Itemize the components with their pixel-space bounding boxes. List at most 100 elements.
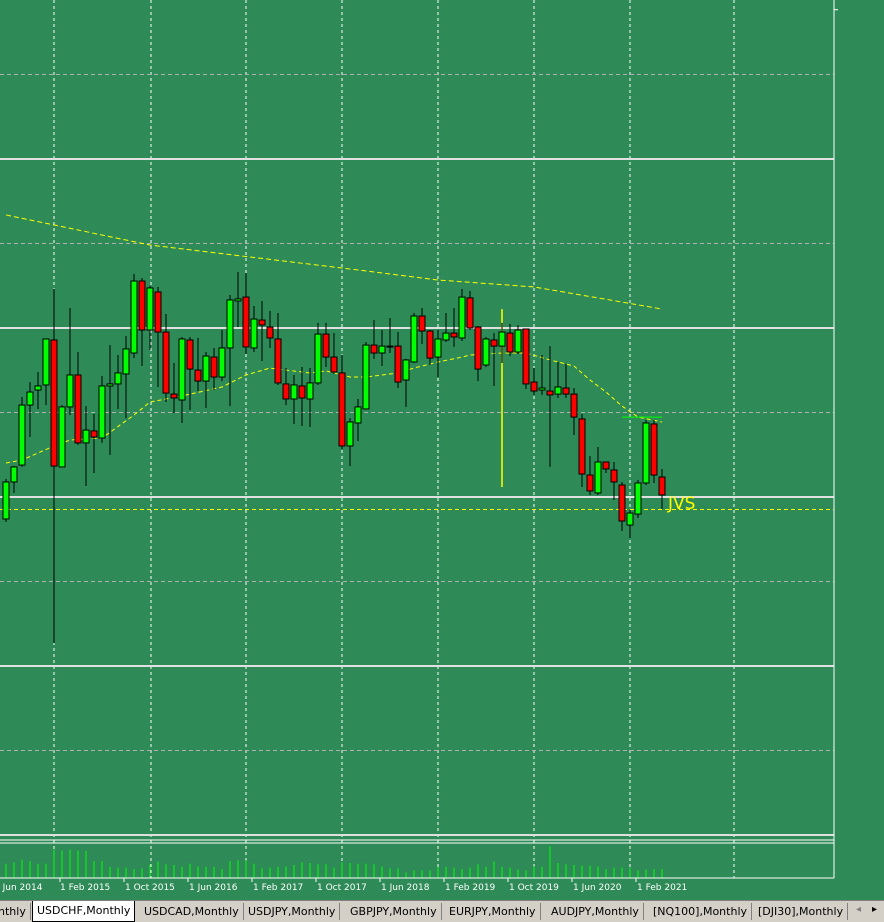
candle-body bbox=[130, 280, 138, 354]
candle bbox=[658, 468, 666, 509]
date-label: 1 Jun 2018 bbox=[381, 883, 430, 893]
tab-gbpjpy-monthly[interactable]: GBPJPY,Monthly bbox=[346, 903, 442, 920]
tab-usdjpy-monthly[interactable]: USDJPY,Monthly bbox=[244, 903, 341, 920]
candle bbox=[138, 277, 146, 367]
candle bbox=[362, 342, 370, 410]
candle bbox=[146, 285, 154, 350]
candle bbox=[130, 273, 138, 359]
candle-body bbox=[266, 326, 274, 339]
tab-usdcad-monthly[interactable]: USDCAD,Monthly bbox=[140, 903, 244, 920]
candle-body bbox=[250, 318, 258, 349]
candle-body bbox=[474, 326, 482, 370]
candle-body bbox=[338, 372, 346, 447]
candle bbox=[562, 363, 570, 398]
candle bbox=[82, 406, 90, 487]
candle-body bbox=[178, 338, 186, 401]
candle bbox=[2, 478, 10, 523]
candle-body bbox=[306, 382, 314, 400]
candle bbox=[234, 272, 242, 327]
candle-body bbox=[650, 423, 658, 476]
candle-body bbox=[634, 482, 642, 515]
candle-body bbox=[26, 391, 34, 406]
candle bbox=[186, 336, 194, 410]
tab-dji30-monthly[interactable]: [DJI30],Monthly bbox=[754, 903, 849, 920]
candle bbox=[210, 347, 218, 391]
candle bbox=[106, 345, 114, 455]
candle bbox=[498, 322, 506, 363]
candle bbox=[162, 313, 170, 403]
candle bbox=[538, 355, 546, 395]
candle-body bbox=[586, 474, 594, 492]
candle bbox=[42, 338, 50, 406]
scroll-left-icon[interactable]: ◂ bbox=[856, 904, 862, 915]
tab-audjpy-monthly[interactable]: AUDJPY,Monthly bbox=[547, 903, 644, 920]
candle bbox=[58, 405, 66, 468]
candle bbox=[474, 325, 482, 382]
scroll-right-icon[interactable]: ▸ bbox=[872, 904, 878, 915]
candle-body bbox=[274, 338, 282, 384]
candle bbox=[402, 358, 410, 407]
candle bbox=[370, 320, 378, 359]
candle bbox=[10, 466, 18, 493]
date-label: 1 Jun 2020 bbox=[573, 883, 622, 893]
date-label: 1 Oct 2019 bbox=[509, 883, 559, 893]
candle bbox=[522, 328, 530, 390]
candle bbox=[482, 336, 490, 368]
candle-body bbox=[90, 430, 98, 438]
candle-body bbox=[530, 381, 538, 392]
price-chart[interactable] bbox=[0, 0, 884, 900]
candle bbox=[242, 273, 250, 355]
candle bbox=[122, 335, 130, 419]
candle-body bbox=[354, 406, 362, 424]
candle-body bbox=[370, 344, 378, 354]
candle bbox=[506, 323, 514, 357]
chart-tabs: nthly USDCHF,Monthly USDCAD,Monthly USDJ… bbox=[0, 900, 884, 922]
candle bbox=[530, 368, 538, 395]
candle bbox=[394, 332, 402, 388]
candle-body bbox=[202, 355, 210, 382]
candle bbox=[554, 361, 562, 398]
candle-body bbox=[362, 344, 370, 410]
candle bbox=[570, 387, 578, 435]
candle bbox=[610, 462, 618, 501]
candle bbox=[586, 455, 594, 495]
candle bbox=[378, 330, 386, 367]
tab-nq100-monthly[interactable]: [NQ100],Monthly bbox=[649, 903, 753, 920]
candle bbox=[298, 367, 306, 427]
tab-usdchf-monthly[interactable]: USDCHF,Monthly bbox=[32, 901, 136, 922]
candle bbox=[90, 414, 98, 474]
candle-body bbox=[210, 356, 218, 378]
candle-body bbox=[74, 374, 82, 444]
candle bbox=[282, 368, 290, 406]
date-label: 1 Jun 2014 bbox=[0, 883, 43, 893]
candle-body bbox=[410, 315, 418, 363]
tab-previous-monthly[interactable]: nthly bbox=[0, 903, 31, 920]
date-label: 1 Jun 2016 bbox=[189, 883, 238, 893]
candle-body bbox=[10, 466, 18, 483]
tab-eurjpy-monthly[interactable]: EURJPY,Monthly bbox=[445, 903, 541, 920]
date-label: 1 Feb 2019 bbox=[445, 883, 496, 893]
candle-body bbox=[34, 385, 42, 391]
candle bbox=[410, 312, 418, 363]
candle-body bbox=[42, 338, 50, 386]
candle-body bbox=[658, 476, 666, 496]
candle bbox=[306, 368, 314, 428]
candle-body bbox=[114, 372, 122, 385]
candle-body bbox=[618, 484, 626, 522]
candle-body bbox=[642, 422, 650, 484]
candle-body bbox=[394, 345, 402, 383]
candle bbox=[50, 288, 58, 644]
candle bbox=[290, 374, 298, 424]
candle-body bbox=[562, 387, 570, 395]
candle bbox=[170, 362, 178, 414]
candle bbox=[330, 333, 338, 374]
candle-body bbox=[98, 385, 106, 439]
candle-body bbox=[66, 374, 74, 408]
candle-body bbox=[282, 383, 290, 400]
candle-body bbox=[50, 339, 58, 467]
candle-body bbox=[314, 333, 322, 384]
candle-body bbox=[226, 299, 234, 349]
candle-body bbox=[378, 345, 386, 354]
candle bbox=[626, 510, 634, 539]
candle-body bbox=[554, 386, 562, 395]
